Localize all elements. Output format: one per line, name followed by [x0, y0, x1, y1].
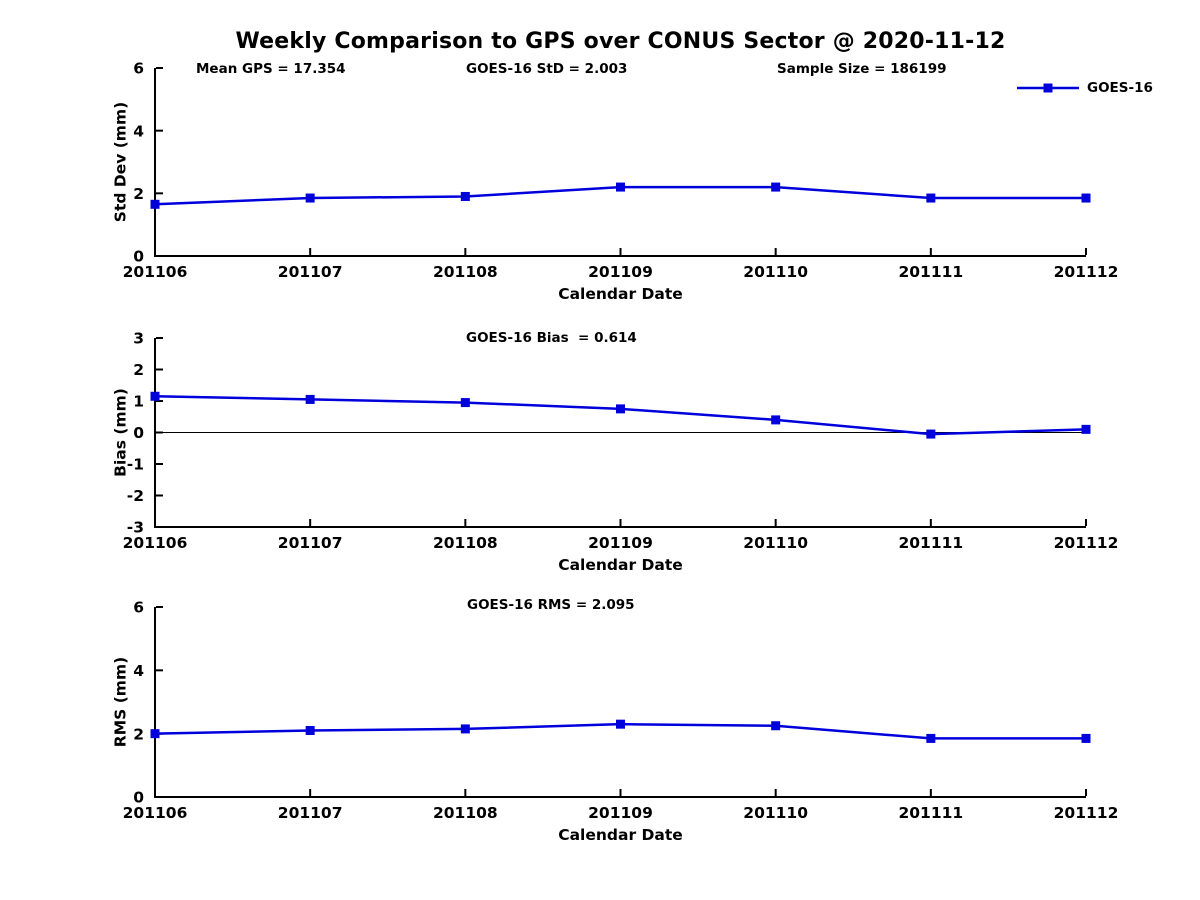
data-point-marker: [616, 182, 625, 192]
x-tick-label: 201108: [433, 534, 498, 552]
y-tick-label: 6: [133, 60, 144, 78]
x-tick-label: 201106: [123, 263, 188, 281]
data-point-marker: [616, 404, 625, 414]
data-point-marker: [616, 719, 625, 729]
x-tick-label: 201109: [588, 534, 653, 552]
x-tick-label: 201110: [743, 804, 808, 822]
legend-line-sample: [1017, 83, 1079, 93]
x-tick-label: 201109: [588, 804, 653, 822]
y-tick-label: 2: [133, 361, 144, 379]
x-axis-title: Calendar Date: [558, 826, 683, 844]
x-tick-label: 201112: [1054, 263, 1119, 281]
data-point-marker: [1081, 193, 1091, 203]
y-tick-label: 0: [133, 789, 144, 807]
y-tick-label: -2: [127, 487, 144, 505]
x-tick-label: 201112: [1054, 534, 1119, 552]
data-point-marker: [305, 394, 315, 404]
data-point-marker: [926, 733, 936, 743]
data-point-marker: [1081, 733, 1091, 743]
annotation-goes16-rms: GOES-16 RMS = 2.095: [467, 597, 635, 613]
y-axis-title: Std Dev (mm): [111, 102, 129, 222]
x-tick-label: 201111: [898, 534, 963, 552]
annotation-mean-gps: Mean GPS = 17.354: [196, 61, 346, 77]
x-tick-label: 201109: [588, 263, 653, 281]
y-tick-label: 2: [133, 725, 144, 743]
legend: GOES-16: [1016, 80, 1153, 96]
y-tick-label: 0: [133, 424, 144, 442]
y-tick-label: 2: [133, 185, 144, 203]
data-point-marker: [460, 724, 470, 734]
data-point-marker: [771, 721, 781, 731]
data-point-marker: [771, 415, 781, 425]
data-point-marker: [460, 191, 470, 201]
figure-title: Weekly Comparison to GPS over CONUS Sect…: [235, 29, 1006, 54]
x-tick-label: 201110: [743, 263, 808, 281]
data-point-marker: [460, 398, 470, 408]
y-axis-title: RMS (mm): [111, 657, 129, 747]
data-point-marker: [926, 429, 936, 439]
annotation-goes16-bias: GOES-16 Bias = 0.614: [466, 330, 637, 346]
annotation-sample-size: Sample Size = 186199: [777, 61, 947, 77]
x-axis-title: Calendar Date: [558, 556, 683, 574]
x-tick-label: 201107: [278, 263, 343, 281]
data-point-marker: [150, 729, 160, 739]
data-point-marker: [771, 182, 781, 192]
x-tick-label: 201107: [278, 804, 343, 822]
y-tick-label: -3: [127, 519, 144, 537]
y-tick-label: -1: [127, 456, 144, 474]
x-tick-label: 201106: [123, 804, 188, 822]
y-tick-label: 6: [133, 599, 144, 617]
y-tick-label: 0: [133, 248, 144, 266]
legend-label: GOES-16: [1087, 80, 1153, 96]
x-tick-label: 201110: [743, 534, 808, 552]
x-tick-label: 201111: [898, 263, 963, 281]
x-tick-label: 201106: [123, 534, 188, 552]
data-point-marker: [305, 193, 315, 203]
y-tick-label: 3: [133, 330, 144, 348]
annotation-goes16-std: GOES-16 StD = 2.003: [466, 61, 628, 77]
data-point-marker: [1081, 424, 1091, 434]
y-tick-label: 1: [133, 393, 144, 411]
x-tick-label: 201111: [898, 804, 963, 822]
data-point-marker: [150, 199, 160, 209]
legend-marker-icon: [1043, 83, 1053, 93]
data-point-marker: [150, 391, 160, 401]
x-tick-label: 201112: [1054, 804, 1119, 822]
x-tick-label: 201108: [433, 804, 498, 822]
data-point-marker: [926, 193, 936, 203]
x-axis-title: Calendar Date: [558, 285, 683, 303]
data-line: [154, 395, 1087, 436]
x-tick-label: 201108: [433, 263, 498, 281]
x-tick-label: 201107: [278, 534, 343, 552]
y-axis-title: Bias (mm): [111, 388, 129, 477]
y-tick-label: 4: [133, 662, 144, 680]
data-point-marker: [305, 726, 315, 735]
y-tick-label: 4: [133, 122, 144, 140]
